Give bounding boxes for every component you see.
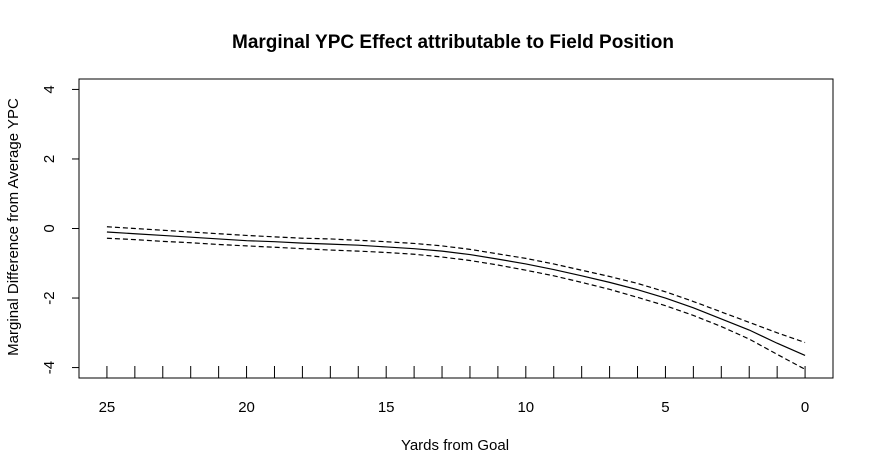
x-tick-label: 25	[99, 399, 116, 416]
y-tick-label: -2	[41, 291, 58, 304]
x-tick-label: 5	[661, 399, 669, 416]
estimate-line	[106, 231, 806, 356]
y-tick-label: 0	[41, 224, 58, 232]
y-tick-label: -4	[41, 361, 58, 374]
x-axis-label: Yards from Goal	[401, 437, 509, 454]
y-axis: 4 2 0 -2 -4	[41, 85, 79, 374]
plot-frame	[78, 78, 834, 379]
x-tick-label: 10	[517, 399, 534, 416]
series-group	[106, 226, 806, 370]
y-tick-label: 2	[41, 155, 58, 163]
y-axis-label: Marginal Difference from Average YPC	[5, 98, 22, 356]
rug-ticks	[106, 366, 806, 378]
x-axis: 25 20 15 10 5 0	[99, 399, 810, 416]
x-tick-label: 15	[378, 399, 395, 416]
chart-title: Marginal YPC Effect attributable to Fiel…	[232, 32, 674, 53]
x-tick-label: 20	[238, 399, 255, 416]
x-tick-label: 0	[801, 399, 809, 416]
y-tick-label: 4	[41, 85, 58, 93]
lower-bound-line	[106, 237, 806, 370]
upper-bound-line	[106, 226, 806, 344]
